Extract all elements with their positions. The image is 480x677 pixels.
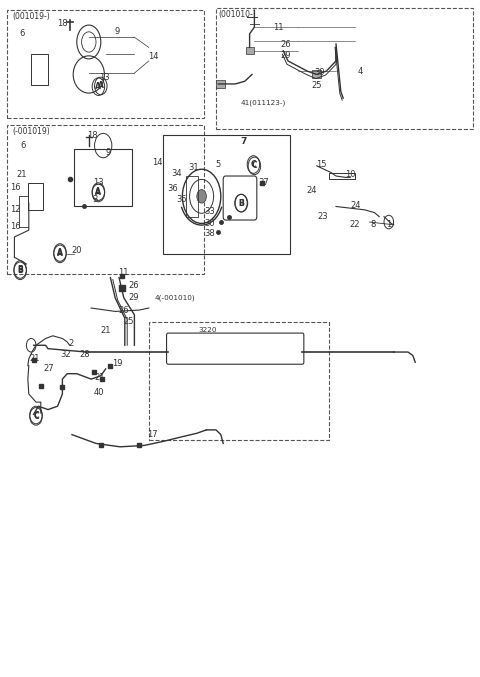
Text: C: C — [252, 161, 257, 171]
Text: 21: 21 — [29, 354, 40, 364]
Text: 13: 13 — [99, 72, 110, 82]
Text: 12: 12 — [10, 205, 21, 215]
Text: (001010-): (001010-) — [218, 10, 256, 19]
Text: 21: 21 — [94, 372, 105, 382]
Text: 14: 14 — [148, 51, 159, 61]
Text: 9: 9 — [106, 148, 110, 157]
Text: 41(011123-): 41(011123-) — [240, 100, 286, 106]
Text: 18: 18 — [57, 19, 68, 28]
Text: (-001019): (-001019) — [12, 127, 50, 136]
Text: 27: 27 — [44, 364, 54, 373]
Text: 26: 26 — [119, 305, 129, 315]
Text: (001019-): (001019-) — [12, 12, 50, 21]
Text: 26: 26 — [128, 281, 139, 290]
Text: C: C — [33, 410, 39, 420]
Text: 31: 31 — [188, 162, 199, 172]
Text: 34: 34 — [171, 169, 182, 178]
Text: A: A — [96, 82, 101, 91]
Text: C: C — [33, 412, 39, 421]
Text: 21: 21 — [17, 170, 27, 179]
Text: 38: 38 — [204, 229, 215, 238]
FancyBboxPatch shape — [246, 47, 254, 54]
Text: B: B — [239, 198, 244, 208]
Text: 6: 6 — [20, 141, 26, 150]
Text: A: A — [96, 188, 101, 198]
Text: 18: 18 — [87, 131, 97, 140]
Text: 33: 33 — [204, 207, 215, 217]
FancyBboxPatch shape — [216, 80, 225, 88]
Text: A: A — [96, 187, 101, 196]
Text: 22: 22 — [349, 220, 360, 230]
Text: 14: 14 — [152, 158, 163, 167]
Text: 29: 29 — [280, 51, 291, 60]
Text: 8: 8 — [371, 220, 376, 230]
Text: C: C — [251, 160, 256, 169]
Text: 3220: 3220 — [198, 328, 216, 333]
Text: 30: 30 — [204, 219, 215, 228]
Text: 5: 5 — [216, 160, 221, 169]
Text: 32: 32 — [60, 350, 71, 359]
Text: 39: 39 — [314, 68, 324, 77]
Text: 40: 40 — [94, 388, 105, 397]
Text: 2: 2 — [68, 339, 73, 349]
Text: 7: 7 — [240, 137, 246, 146]
FancyBboxPatch shape — [312, 70, 321, 78]
Text: 26: 26 — [280, 39, 291, 49]
Text: 11: 11 — [119, 267, 129, 277]
Text: 16: 16 — [10, 183, 21, 192]
Text: 25: 25 — [123, 317, 133, 326]
Text: B: B — [17, 266, 23, 276]
Text: A: A — [57, 249, 63, 259]
Text: 24: 24 — [350, 200, 360, 210]
Text: 23: 23 — [317, 212, 328, 221]
Text: B: B — [17, 265, 23, 274]
Text: 19: 19 — [112, 359, 123, 368]
Text: 9: 9 — [115, 27, 120, 37]
Text: 20: 20 — [72, 246, 82, 255]
Text: 21: 21 — [100, 326, 111, 335]
Text: 11: 11 — [273, 22, 284, 32]
Text: 4(-001010): 4(-001010) — [155, 294, 195, 301]
Text: 35: 35 — [176, 195, 187, 204]
Text: 36: 36 — [168, 183, 178, 193]
Text: 6: 6 — [20, 29, 25, 39]
Text: 10: 10 — [345, 170, 356, 179]
Text: 4: 4 — [358, 66, 362, 76]
Text: 3: 3 — [92, 194, 98, 204]
Text: A: A — [98, 81, 104, 91]
Text: 29: 29 — [128, 293, 139, 303]
Text: 1: 1 — [386, 220, 391, 230]
Text: 25: 25 — [312, 81, 322, 91]
Text: 16: 16 — [10, 222, 21, 232]
Text: B: B — [238, 198, 244, 208]
Text: A: A — [57, 248, 63, 257]
Text: 15: 15 — [316, 160, 327, 169]
Text: 37: 37 — [258, 178, 269, 188]
Text: 24: 24 — [307, 186, 317, 196]
Circle shape — [197, 190, 206, 203]
Text: 13: 13 — [93, 178, 104, 188]
Text: 28: 28 — [80, 350, 90, 359]
Text: 17: 17 — [147, 430, 158, 439]
